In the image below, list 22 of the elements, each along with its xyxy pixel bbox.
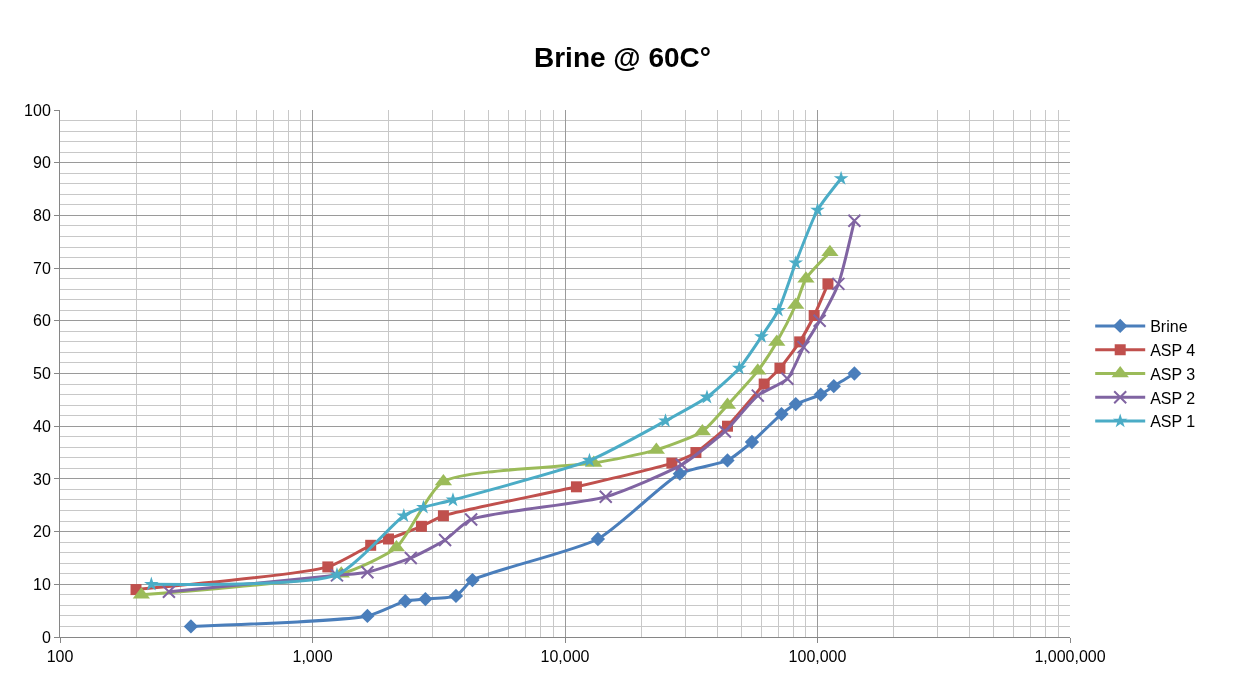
chart-title: Brine @ 60C°: [534, 41, 711, 73]
y-tick-label: 0: [41, 628, 51, 646]
legend-label: Brine: [1150, 318, 1188, 336]
y-tick-label: 90: [33, 154, 51, 172]
y-tick-label: 40: [33, 417, 51, 435]
x-tick-label: 1,000,000: [1034, 648, 1106, 666]
y-tick-label: 20: [33, 523, 51, 541]
y-tick-label: 10: [33, 575, 51, 593]
x-tick-label: 10,000: [540, 648, 590, 666]
x-tick-label: 100: [46, 648, 74, 666]
legend-label: ASP 1: [1150, 413, 1196, 431]
legend-label: ASP 4: [1150, 341, 1196, 359]
x-tick-label: 100,000: [788, 648, 847, 666]
legend-label: ASP 2: [1150, 389, 1196, 407]
y-tick-label: 100: [24, 101, 51, 119]
y-tick-label: 30: [33, 470, 51, 488]
y-tick-label: 70: [33, 259, 51, 277]
y-tick-label: 60: [33, 312, 51, 330]
legend-label: ASP 3: [1150, 365, 1196, 383]
y-tick-label: 50: [33, 365, 51, 383]
x-tick-label: 1,000: [292, 648, 333, 666]
y-tick-label: 80: [33, 207, 51, 224]
